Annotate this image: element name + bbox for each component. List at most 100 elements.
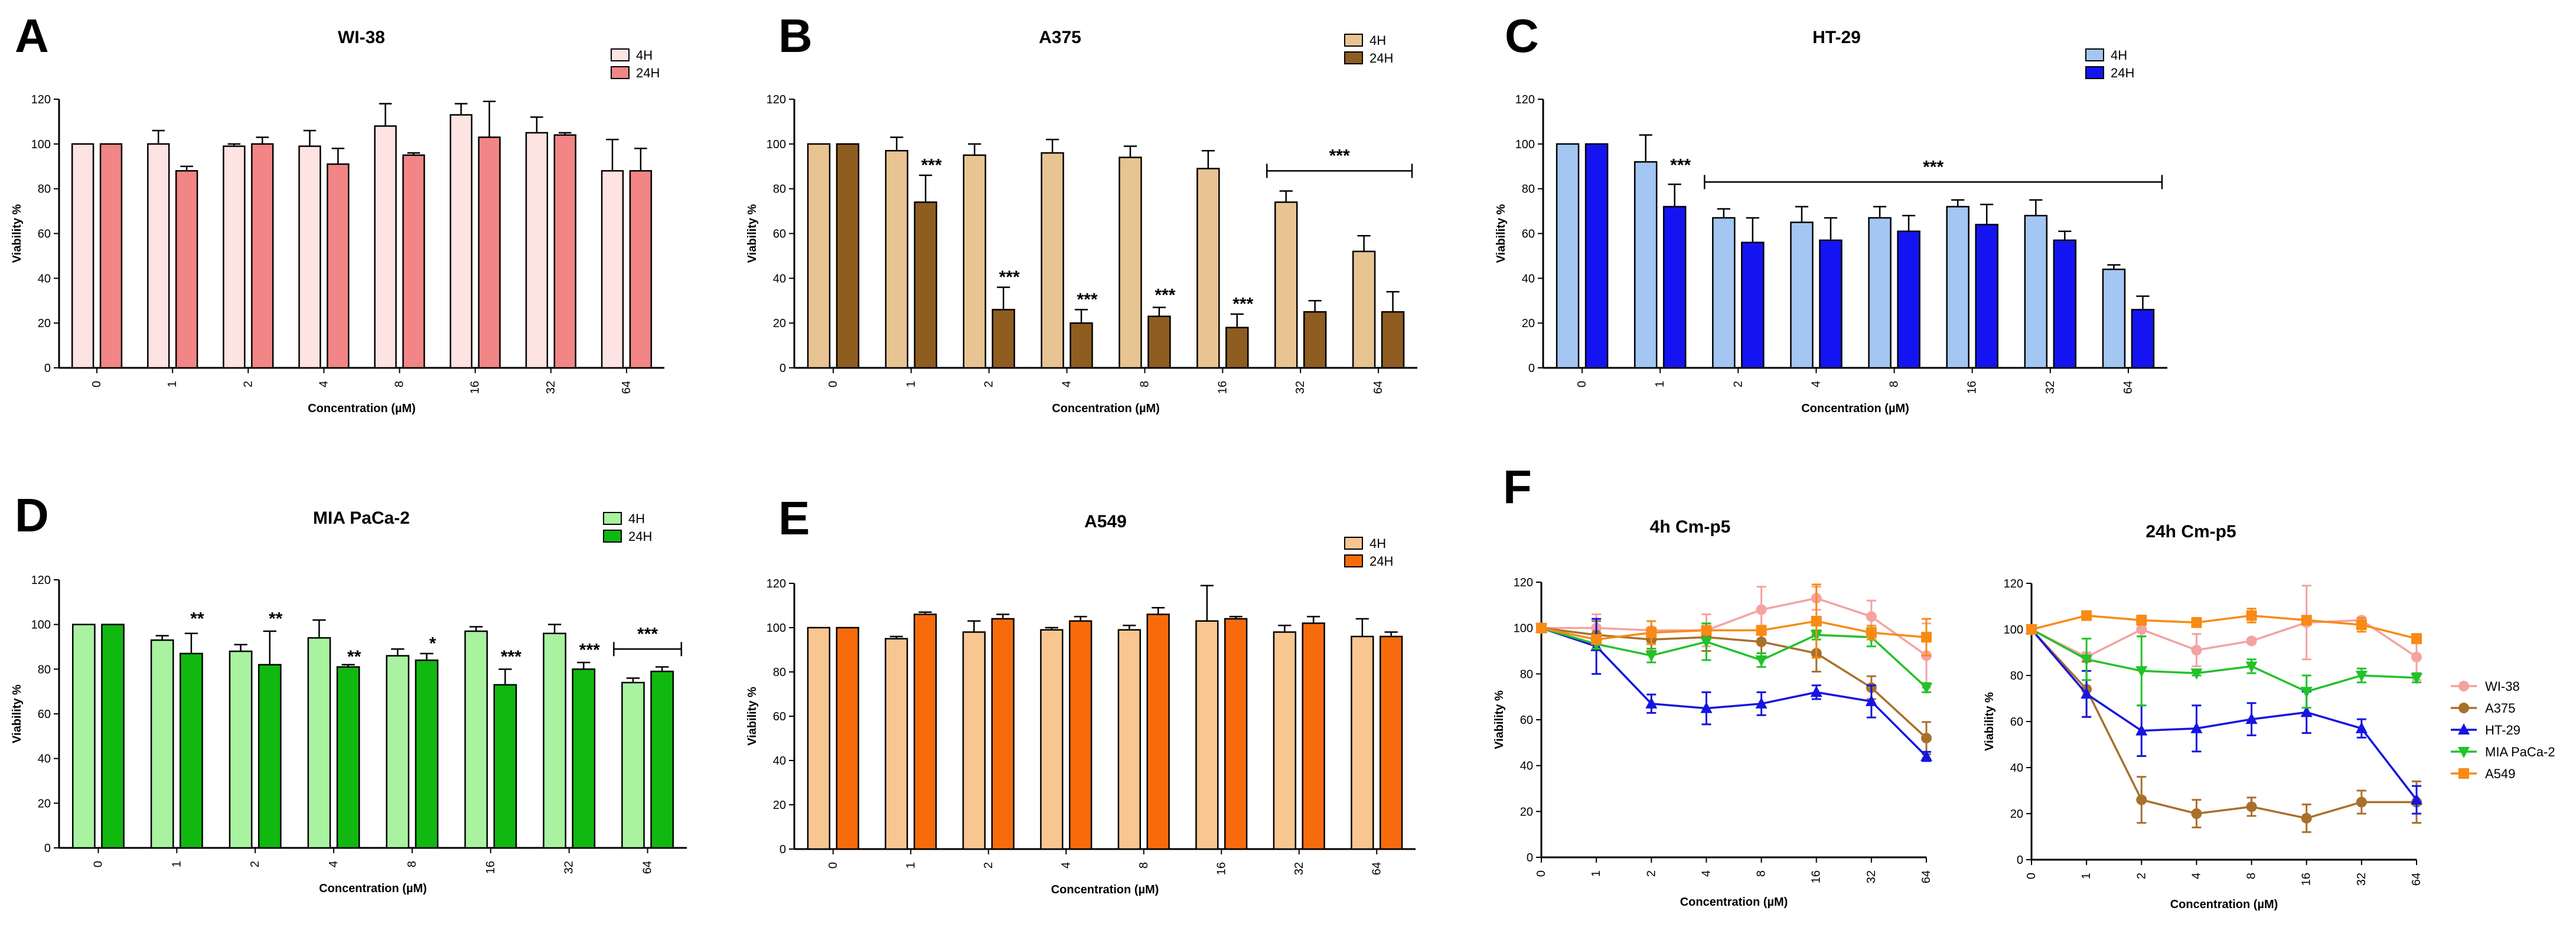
data-point <box>1756 625 1767 636</box>
series-line <box>2031 628 2417 693</box>
y-tick-label: 100 <box>1514 622 1533 635</box>
legend-swatch <box>1344 537 1363 550</box>
data-point <box>1645 697 1658 709</box>
x-tick-label: 0 <box>90 381 103 387</box>
legend-swatch <box>2085 48 2104 61</box>
data-point <box>2411 651 2422 662</box>
y-tick-label: 120 <box>1515 93 1535 106</box>
data-point <box>2411 673 2422 684</box>
legend-swatch <box>603 530 622 543</box>
legend-label: 4H <box>1369 536 1386 551</box>
y-axis-label: Viability % <box>11 204 24 263</box>
y-tick-label: 40 <box>773 755 786 768</box>
x-tick-label: 0 <box>92 861 105 867</box>
bar-4h <box>1352 250 1376 369</box>
data-point <box>2191 808 2202 819</box>
data-point <box>1866 627 1877 638</box>
y-axis-label: Viability % <box>1495 204 1508 263</box>
y-tick-label: 40 <box>773 272 786 285</box>
significance-mark: * <box>429 634 436 653</box>
y-tick-label: 0 <box>44 842 51 855</box>
y-tick-label: 60 <box>1522 228 1535 241</box>
bar-24h <box>836 626 859 850</box>
significance-mark: ** <box>347 647 361 667</box>
data-point <box>2411 793 2422 805</box>
significance-mark: *** <box>1077 290 1098 309</box>
legend-marker <box>2458 703 2469 713</box>
bar-24h <box>493 684 517 849</box>
legend-label: 4H <box>636 48 653 63</box>
y-tick-label: 80 <box>773 183 786 196</box>
data-point <box>2356 797 2367 808</box>
data-point <box>2355 722 2368 733</box>
legend-label: 24H <box>628 529 652 544</box>
bar-24h <box>650 670 674 849</box>
bar-24h <box>2053 239 2077 369</box>
panel-letter: D <box>15 489 49 541</box>
line-panel-24h: 24h Cm-p5 0 20 40 60 80 100 120 Viability % 0 1 2 4 8… <box>1983 522 2555 911</box>
data-point <box>2136 794 2147 805</box>
bar-4h <box>1868 217 1892 369</box>
data-point <box>2135 666 2148 678</box>
bar-24h <box>327 163 350 369</box>
data-point <box>2300 687 2313 698</box>
chart-title: 24h Cm-p5 <box>2145 522 2236 541</box>
x-tick-label: 16 <box>1215 862 1228 875</box>
legend-label: WI-38 <box>2485 679 2520 694</box>
bar-24h <box>1741 241 1765 369</box>
data-point <box>1701 625 1712 636</box>
series-a549 <box>2026 608 2422 644</box>
y-tick-label: 80 <box>38 183 51 196</box>
y-tick-label: 100 <box>31 138 51 151</box>
x-tick-label: 32 <box>1865 870 1878 883</box>
series-line <box>2031 619 2417 658</box>
bar-24h <box>1584 143 1609 369</box>
bar-24h <box>992 309 1015 369</box>
x-tick-label: 1 <box>2080 873 2093 879</box>
bar-4h <box>1790 221 1814 369</box>
legend-swatch <box>1344 51 1363 64</box>
significance-mark: *** <box>921 155 942 175</box>
series-a549 <box>1536 583 1932 659</box>
y-tick-label: 0 <box>2017 854 2023 867</box>
bar-24h <box>1662 205 1687 369</box>
x-axis-label: Concentration (µM) <box>2170 898 2278 911</box>
x-tick-label: 8 <box>1888 381 1901 387</box>
y-tick-label: 80 <box>1520 668 1533 681</box>
bar-24h <box>914 201 937 369</box>
x-tick-label: 2 <box>242 381 255 387</box>
data-point <box>2136 615 2147 626</box>
series-line <box>2031 614 2417 640</box>
data-point <box>2245 661 2258 673</box>
y-tick-label: 20 <box>1522 317 1535 330</box>
chart-title: HT-29 <box>1812 28 1861 47</box>
y-tick-label: 40 <box>38 272 51 285</box>
x-tick-label: 16 <box>1216 381 1229 394</box>
data-point <box>1920 750 1932 762</box>
x-axis-label: Concentration (µM) <box>1051 883 1159 896</box>
series-line <box>2030 628 2417 820</box>
bar-24h <box>1381 311 1405 369</box>
significance-mark: ** <box>190 609 204 629</box>
x-tick-label: 16 <box>484 861 497 874</box>
x-axis-label: Concentration (µM) <box>308 402 416 415</box>
x-tick-label: 2 <box>982 862 995 869</box>
data-point <box>1700 701 1713 713</box>
data-point <box>2026 624 2037 635</box>
y-tick-label: 100 <box>767 138 786 151</box>
x-tick-label: 8 <box>393 381 406 387</box>
x-tick-label: 4 <box>1809 381 1822 387</box>
x-tick-label: 16 <box>1810 870 1823 883</box>
x-tick-label: 0 <box>1535 870 1548 877</box>
y-tick-label: 0 <box>1528 362 1535 375</box>
y-axis-label: Viability % <box>746 204 759 263</box>
x-axis-label: Concentration (µM) <box>1052 402 1160 415</box>
x-tick-label: 2 <box>249 861 262 867</box>
bar-24h <box>629 170 653 369</box>
bar-24h <box>1302 622 1325 850</box>
bar-4h <box>1556 143 1580 369</box>
panel-letter: A <box>15 9 49 62</box>
bar-4h <box>1351 635 1374 850</box>
y-tick-label: 80 <box>1522 183 1535 196</box>
y-tick-label: 40 <box>1520 760 1533 773</box>
